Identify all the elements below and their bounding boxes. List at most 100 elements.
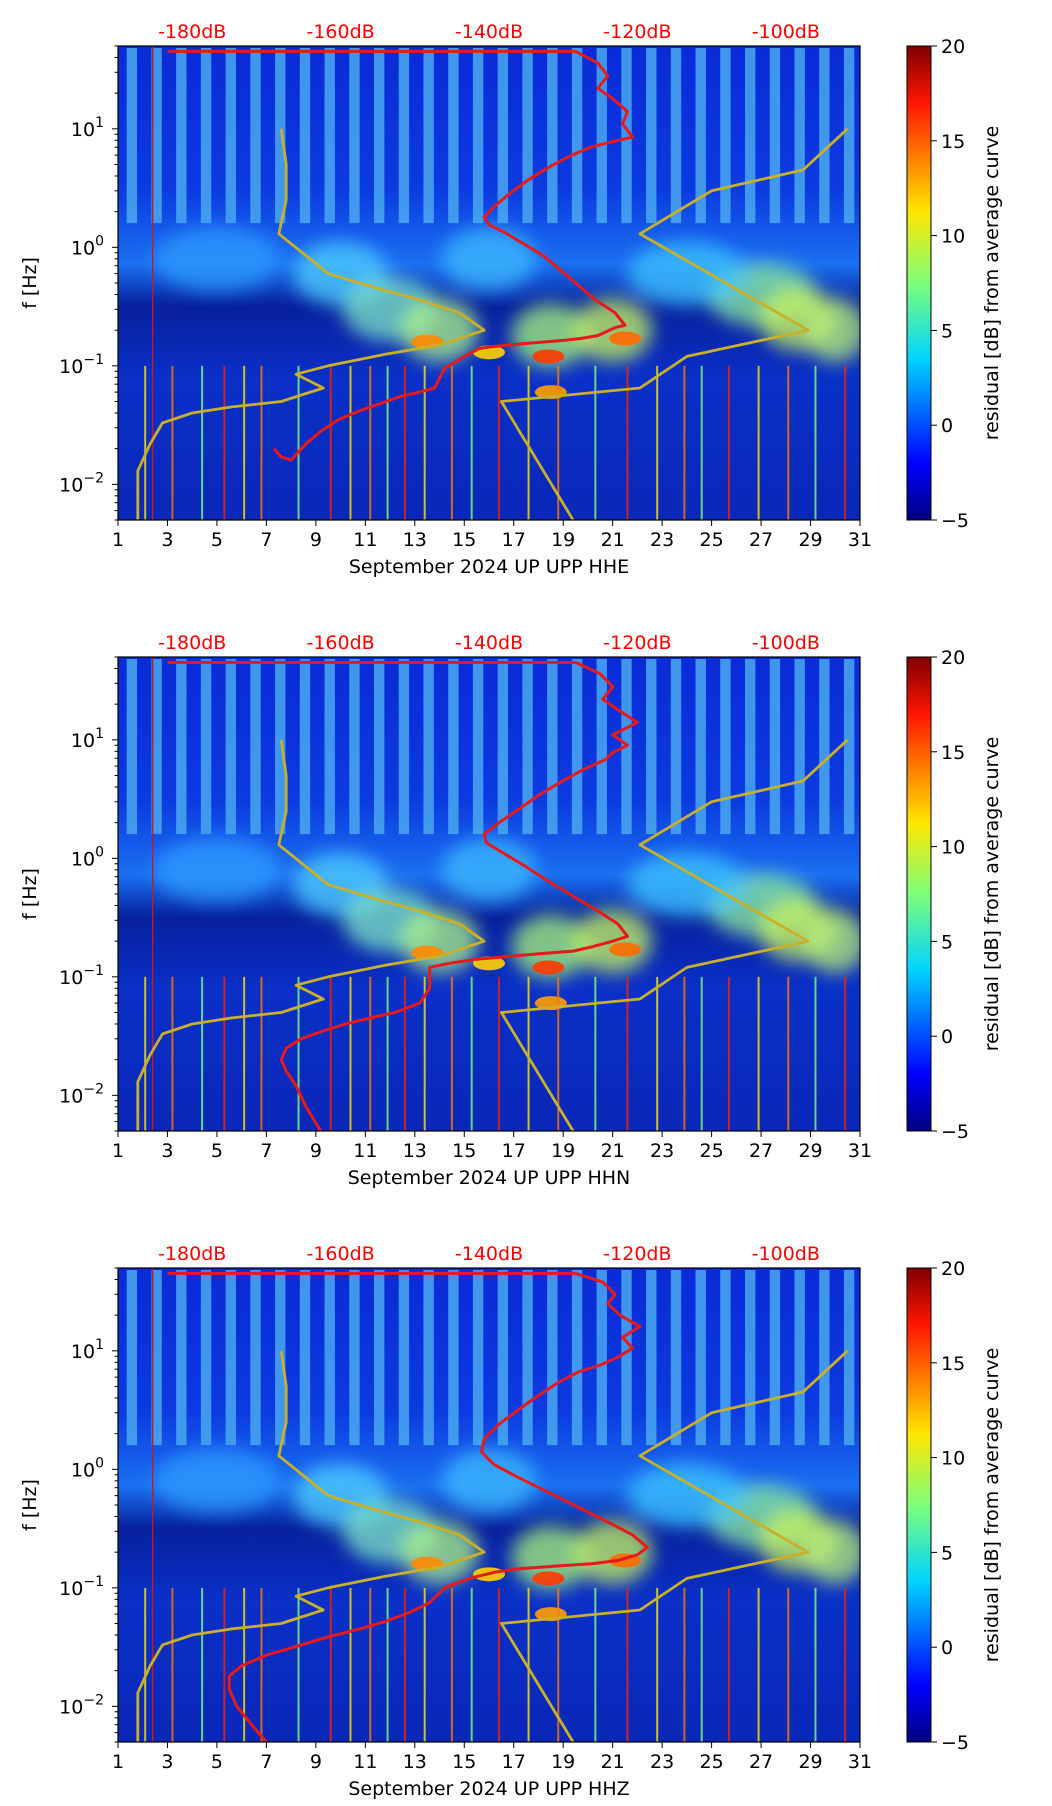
diurnal-stripe [126, 48, 138, 224]
x-tick-label: 13 [403, 529, 427, 551]
diurnal-stripe [349, 48, 360, 224]
diurnal-stripe [547, 1270, 558, 1446]
diurnal-stripe [176, 659, 187, 835]
diurnal-stripe [819, 48, 830, 224]
y-axis-label: f [Hz] [19, 1479, 41, 1531]
x-tick-label: 31 [848, 1751, 872, 1773]
diurnal-stripe [819, 659, 830, 835]
diurnal-stripe [646, 48, 657, 224]
colorbar-tick-label: 20 [941, 647, 965, 669]
x-axis-label: September 2024 UP UPP HHE [349, 556, 629, 578]
diurnal-stripe [720, 48, 731, 224]
diurnal-stripe [472, 48, 484, 224]
diurnal-stripe [151, 48, 162, 224]
x-tick-label: 11 [353, 529, 377, 551]
y-tick-label: 100 [71, 1455, 104, 1481]
diurnal-stripe [349, 659, 360, 835]
diurnal-stripe [769, 659, 781, 835]
x-tick-label: 31 [848, 529, 872, 551]
top-db-label: -140dB [455, 1243, 523, 1265]
x-tick-label: 11 [353, 1140, 377, 1162]
x-tick-label: 31 [848, 1140, 872, 1162]
x-tick-label: 27 [749, 1751, 773, 1773]
diurnal-stripe [695, 1270, 706, 1446]
x-tick-label: 21 [601, 1751, 625, 1773]
diurnal-stripe [497, 1270, 509, 1446]
diurnal-stripe [621, 1270, 632, 1446]
x-tick-label: 23 [650, 529, 674, 551]
top-db-label: -120dB [603, 632, 671, 654]
diurnal-stripe [398, 1270, 410, 1446]
x-tick-label: 13 [403, 1751, 427, 1773]
diurnal-stripe [423, 659, 434, 835]
x-tick-label: 23 [650, 1751, 674, 1773]
x-tick-label: 1 [112, 1751, 124, 1773]
colorbar-tick-label: 10 [941, 1448, 965, 1470]
x-tick-label: 29 [798, 1140, 822, 1162]
y-tick-label: 100 [71, 233, 104, 259]
y-tick-label: 100 [71, 844, 104, 870]
x-tick-label: 21 [601, 529, 625, 551]
top-db-label: -180dB [158, 21, 226, 43]
diurnal-stripe [250, 659, 261, 835]
x-tick-label: 1 [112, 1140, 124, 1162]
diurnal-stripe [126, 1270, 138, 1446]
diurnal-stripe [596, 1270, 607, 1446]
red-psd-curve [227, 1271, 649, 1742]
x-tick-label: 27 [749, 1140, 773, 1162]
diurnal-stripe [670, 1270, 682, 1446]
y-axis-label: f [Hz] [19, 868, 41, 920]
y-tick-label: 101 [71, 1337, 104, 1363]
diurnal-stripe [151, 659, 162, 835]
diurnal-stripe [275, 48, 286, 224]
colorbar-tick-label: 5 [941, 931, 953, 953]
diurnal-stripe [794, 659, 805, 835]
diurnal-stripe [497, 48, 509, 224]
y-tick-label: 10−1 [59, 352, 104, 378]
diurnal-stripe [843, 659, 855, 835]
diurnal-stripe [448, 1270, 459, 1446]
diurnal-stripe [225, 1270, 236, 1446]
diurnal-stripe [151, 1270, 162, 1446]
top-db-label: -100dB [752, 1243, 820, 1265]
diurnal-stripe [695, 48, 706, 224]
transient-spikes [144, 365, 847, 520]
diurnal-stripes [126, 659, 855, 835]
diurnal-stripe [324, 48, 335, 224]
diurnal-stripe [299, 48, 311, 224]
top-db-label: -160dB [306, 632, 374, 654]
diurnal-stripe [275, 659, 286, 835]
diurnal-stripe [448, 48, 459, 224]
diurnal-stripe [744, 659, 756, 835]
diurnal-stripe [448, 659, 459, 835]
diurnal-stripe [843, 1270, 855, 1446]
diurnal-stripe [324, 1270, 335, 1446]
diurnal-stripe [744, 48, 756, 224]
x-tick-label: 7 [260, 1751, 272, 1773]
x-tick-label: 19 [551, 1751, 575, 1773]
colorbar-tick-label: −5 [941, 510, 969, 532]
diurnal-stripe [250, 48, 261, 224]
diurnal-stripe [547, 659, 558, 835]
red-psd-curve [279, 661, 639, 1131]
x-tick-label: 19 [551, 529, 575, 551]
top-db-label: -140dB [455, 21, 523, 43]
diurnal-stripe [423, 48, 434, 224]
y-axis-label: f [Hz] [19, 257, 41, 309]
x-tick-label: 29 [798, 529, 822, 551]
red-psd-curve [272, 50, 634, 462]
colorbar-tick-label: 15 [941, 131, 965, 153]
y-tick-label: 10−2 [59, 1081, 104, 1107]
diurnal-stripe [769, 1270, 781, 1446]
diurnal-stripe [646, 1270, 657, 1446]
diurnal-stripe [497, 659, 509, 835]
diurnal-stripe [176, 48, 187, 224]
diurnal-stripe [126, 659, 138, 835]
top-db-label: -160dB [306, 21, 374, 43]
diurnal-stripe [522, 48, 533, 224]
x-tick-label: 11 [353, 1751, 377, 1773]
microseism-blobs [153, 1448, 860, 1590]
diurnal-stripe [250, 1270, 261, 1446]
top-db-label: -160dB [306, 1243, 374, 1265]
